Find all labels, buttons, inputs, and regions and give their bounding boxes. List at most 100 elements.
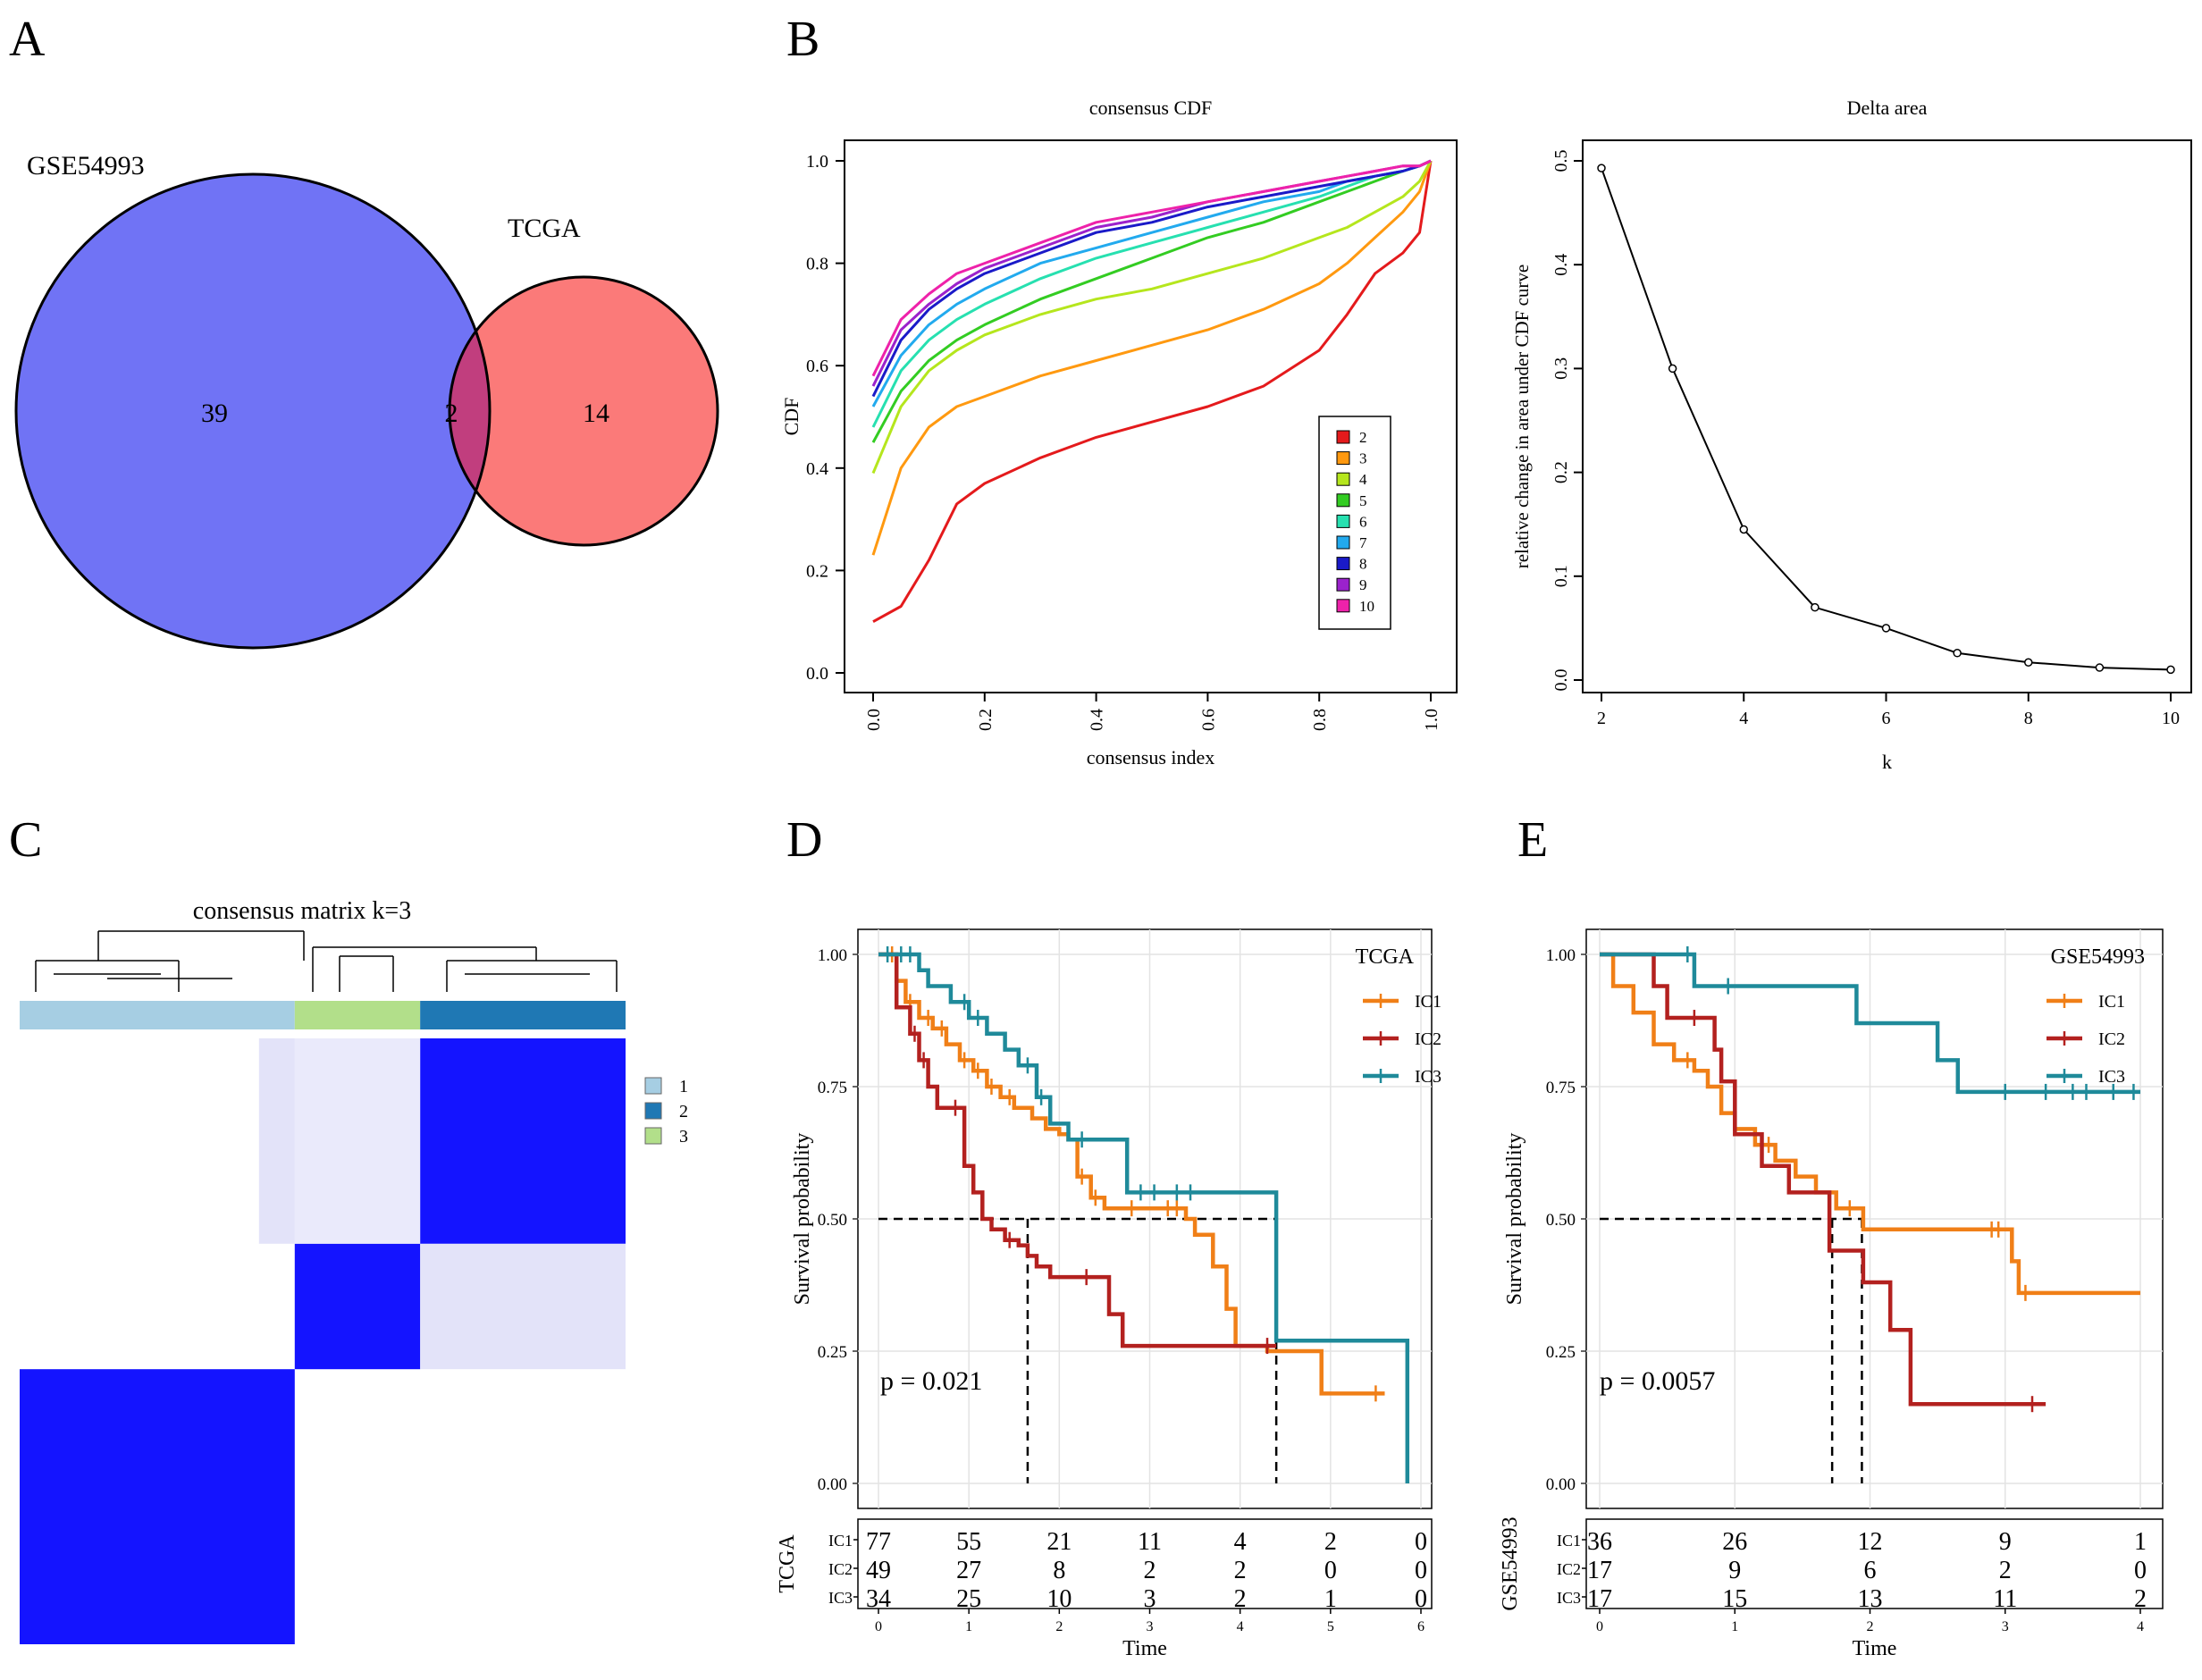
matrix-legend-swatch-3 xyxy=(644,1127,662,1145)
panel-label-b: B xyxy=(786,12,819,67)
matrix-annotation-cluster-1 xyxy=(20,1001,295,1029)
km-gse-legend-label-ic1: IC1 xyxy=(2098,992,2125,1012)
panel-label-a: A xyxy=(9,12,46,67)
cdf-legend-label-3: 3 xyxy=(1359,450,1367,467)
cdf-series-line-6 xyxy=(871,159,1432,428)
km-tcga-risk-table-box xyxy=(857,1518,1433,1609)
delta-xtick-label: 8 xyxy=(2024,709,2033,728)
km-gse-ytick-label: 0.00 xyxy=(1546,1475,1576,1494)
km-tcga-risk-count: 27 xyxy=(956,1557,981,1584)
km-gse-ytick-label: 0.25 xyxy=(1546,1343,1576,1362)
km-gse-risk-count: 9 xyxy=(1728,1557,1741,1584)
km-tcga-risk-count: 21 xyxy=(1046,1528,1072,1556)
km-tcga-pvalue: p = 0.021 xyxy=(880,1366,982,1396)
km-tcga-xtick-label: 5 xyxy=(1327,1619,1334,1634)
km-tcga-risk-count: 0 xyxy=(1415,1528,1427,1556)
venn-set-tcga xyxy=(450,277,718,545)
km-gse-risk-table-box xyxy=(1585,1518,2164,1609)
delta-title: Delta area xyxy=(1847,97,1928,119)
cdf-ytick-label: 0.8 xyxy=(806,255,828,274)
cdf-xtick-label: 0.2 xyxy=(976,709,996,731)
km-gse-xtick-label: 0 xyxy=(1596,1619,1603,1634)
panel-label-d: D xyxy=(786,812,822,868)
km-gse-curve-ic1 xyxy=(1600,952,2140,1296)
km-tcga-legend-title: TCGA xyxy=(1356,945,1415,969)
cdf-xtick-label: 0.4 xyxy=(1088,709,1107,731)
km-tcga-xtick-label: 0 xyxy=(875,1619,882,1634)
km-gse-risk-count: 26 xyxy=(1722,1528,1747,1556)
km-gse-pvalue: p = 0.0057 xyxy=(1600,1366,1715,1396)
km-tcga-curve-ic1 xyxy=(878,952,1385,1396)
km-tcga-risk-count: 2 xyxy=(1234,1585,1247,1613)
delta-ytick-label: 0.1 xyxy=(1551,565,1571,587)
delta-ytick-label: 0.3 xyxy=(1551,357,1571,380)
cdf-title: consensus CDF xyxy=(1089,97,1213,119)
cdf-legend-label-5: 5 xyxy=(1359,492,1367,509)
cdf-ytick-label: 0.2 xyxy=(806,561,828,581)
km-tcga-risk-table-title: TCGA xyxy=(776,1534,799,1593)
matrix-legend-label-1: 1 xyxy=(679,1077,688,1096)
km-tcga-legend-label-ic2: IC2 xyxy=(1415,1029,1441,1049)
venn-outline-gse54993 xyxy=(14,172,492,650)
delta-point-k4 xyxy=(1739,525,1748,534)
km-tcga-ytick-label: 0.00 xyxy=(818,1475,847,1494)
km-tcga-risk-count: 0 xyxy=(1415,1557,1427,1584)
cdf-series-line-10 xyxy=(871,159,1432,377)
km-gse-curve-ic3 xyxy=(1600,952,2140,1095)
cdf-legend-label-4: 4 xyxy=(1359,471,1367,488)
cdf-legend-swatch-4 xyxy=(1336,472,1350,486)
km-gse-risk-count: 15 xyxy=(1722,1585,1747,1613)
km-tcga-legend-label-ic1: IC1 xyxy=(1415,992,1441,1012)
km-tcga-risk-row-label: IC3 xyxy=(828,1589,853,1607)
delta-area-chart: Delta area 0.0 0.1 0.2 0.3 0.4 0.5 2 4 6 8 10 k relat… xyxy=(1511,97,2192,773)
delta-point-k7 xyxy=(1953,649,1962,658)
venn-diagram: GSE54993 TCGA 39 2 14 xyxy=(14,151,719,650)
delta-ylabel: relative change in area under CDF curve xyxy=(1511,265,1533,569)
cdf-legend-label-8: 8 xyxy=(1359,556,1367,573)
km-tcga-risk-count: 11 xyxy=(1138,1528,1162,1556)
cdf-series-line-4 xyxy=(871,160,1433,475)
km-gse-xlabel: Time xyxy=(1853,1637,1897,1660)
km-gse-xtick-label: 4 xyxy=(2137,1619,2144,1634)
matrix-annotation-cluster-2 xyxy=(420,1001,626,1029)
delta-point-k9 xyxy=(2095,663,2105,672)
matrix-offdiag-tint xyxy=(258,1038,295,1244)
delta-xtick-label: 6 xyxy=(1882,709,1891,728)
km-tcga-risk-count: 10 xyxy=(1046,1585,1072,1613)
km-gse-risk-count: 6 xyxy=(1864,1557,1877,1584)
cdf-series-line-5 xyxy=(871,159,1432,443)
matrix-block-cluster-3 xyxy=(294,1243,421,1370)
matrix-dendrogram xyxy=(35,930,618,992)
km-gse-ytick-label: 1.00 xyxy=(1546,946,1576,965)
km-tcga-xtick-label: 6 xyxy=(1417,1619,1425,1634)
cdf-legend-label-9: 9 xyxy=(1359,576,1367,593)
cdf-legend-swatch-10 xyxy=(1336,599,1350,613)
km-gse-risk-count: 0 xyxy=(2134,1557,2147,1584)
cdf-legend-box xyxy=(1318,416,1391,630)
cdf-ylabel: CDF xyxy=(780,398,803,436)
cdf-xtick-label: 0.0 xyxy=(864,709,884,731)
km-gse-legend-label-ic2: IC2 xyxy=(2098,1029,2125,1049)
delta-line xyxy=(1601,167,2172,671)
km-gse-risk-table-title: GSE54993 xyxy=(1499,1516,1522,1610)
km-tcga-risk-count: 4 xyxy=(1234,1528,1247,1556)
km-gse-legend-label-ic3: IC3 xyxy=(2098,1067,2125,1087)
delta-ytick-label: 0.2 xyxy=(1551,461,1571,483)
km-tcga-curve-ic2 xyxy=(878,952,1277,1348)
cdf-legend-label-6: 6 xyxy=(1359,513,1367,530)
km-tcga-risk-count: 77 xyxy=(866,1528,891,1556)
cdf-legend-swatch-9 xyxy=(1336,577,1350,592)
matrix-legend-label-3: 3 xyxy=(679,1127,688,1147)
consensus-cdf-chart: consensus CDF 0.0 0.2 0.4 0.6 0.8 1.0 0.0 0.2 0.4… xyxy=(780,97,1458,769)
cdf-legend-label-7: 7 xyxy=(1359,534,1367,551)
km-tcga-risk-count: 25 xyxy=(956,1585,981,1613)
km-gse-xtick-label: 1 xyxy=(1731,1619,1738,1634)
cdf-legend-label-10: 10 xyxy=(1359,598,1374,615)
delta-xtick-label: 10 xyxy=(2162,709,2180,728)
km-tcga-ytick-label: 1.00 xyxy=(818,946,847,965)
km-gse-risk-count: 12 xyxy=(1858,1528,1883,1556)
km-gse-risk-row-label: IC2 xyxy=(1557,1560,1581,1578)
km-tcga-xtick-label: 2 xyxy=(1055,1619,1063,1634)
km-tcga-risk-count: 34 xyxy=(866,1585,891,1613)
